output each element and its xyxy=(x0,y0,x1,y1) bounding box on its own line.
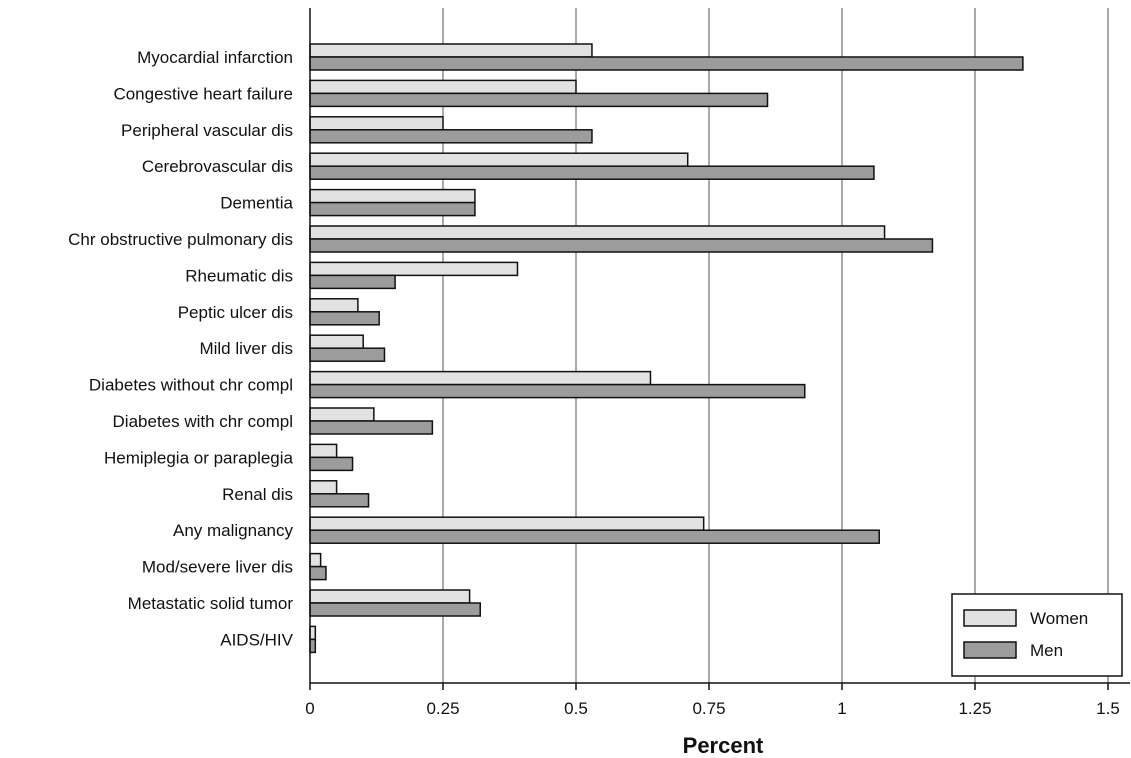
bar-men-8 xyxy=(309,347,386,362)
x-tick-label-4: 1 xyxy=(837,699,846,718)
bar-women-12 xyxy=(309,480,338,495)
category-label-2: Peripheral vascular dis xyxy=(121,121,293,140)
x-tick-label-3: 0.75 xyxy=(692,699,725,718)
tick-labels: 0 0.25 0.5 0.75 1 1.25 1.5 xyxy=(305,699,1120,718)
x-tick-label-0: 0 xyxy=(305,699,314,718)
bar-women-5 xyxy=(309,225,886,240)
category-labels: Myocardial infarction Congestive heart fa… xyxy=(68,48,294,649)
bar-women-9 xyxy=(309,370,652,386)
category-label-7: Peptic ulcer dis xyxy=(178,303,293,322)
bar-men-15 xyxy=(309,602,481,617)
x-tick-label-1: 0.25 xyxy=(426,699,459,718)
bar-women-1 xyxy=(309,79,577,95)
bar-women-11 xyxy=(309,443,338,459)
bar-women-6 xyxy=(309,261,519,277)
bar-women-10 xyxy=(309,407,375,422)
category-label-13: Any malignancy xyxy=(173,521,294,540)
category-label-0: Myocardial infarction xyxy=(137,48,293,67)
category-label-3: Cerebrovascular dis xyxy=(142,157,293,176)
category-label-1: Congestive heart failure xyxy=(113,84,293,103)
bar-men-1 xyxy=(309,92,769,108)
bar-women-3 xyxy=(309,152,689,167)
bars xyxy=(309,43,1024,654)
gridlines xyxy=(442,8,1109,683)
bar-men-0 xyxy=(309,56,1024,71)
bar-women-4 xyxy=(309,188,476,204)
category-label-11: Hemiplegia or paraplegia xyxy=(104,448,294,467)
category-label-9: Diabetes without chr compl xyxy=(89,376,293,395)
category-label-4: Dementia xyxy=(220,194,293,213)
bar-men-13 xyxy=(309,529,880,544)
x-axis-title: Percent xyxy=(683,733,764,758)
bar-men-12 xyxy=(309,493,370,508)
bar-women-2 xyxy=(309,116,444,131)
legend: Women Men xyxy=(951,593,1123,677)
bar-women-7 xyxy=(309,298,359,313)
category-label-12: Renal dis xyxy=(222,485,293,504)
bar-men-4 xyxy=(309,201,476,217)
bar-men-3 xyxy=(309,165,875,180)
bar-men-9 xyxy=(309,383,806,399)
bar-women-15 xyxy=(309,589,471,604)
bar-women-14 xyxy=(309,552,322,568)
bar-women-0 xyxy=(309,43,593,58)
category-label-14: Mod/severe liver dis xyxy=(142,558,293,577)
bar-men-2 xyxy=(309,129,593,144)
legend-label-men: Men xyxy=(1030,641,1063,660)
axes xyxy=(309,8,1130,690)
bar-women-13 xyxy=(309,516,705,531)
x-tick-label-2: 0.5 xyxy=(564,699,588,718)
category-label-15: Metastatic solid tumor xyxy=(128,594,294,613)
bar-men-10 xyxy=(309,420,434,435)
category-label-10: Diabetes with chr compl xyxy=(113,412,293,431)
legend-swatch-women xyxy=(963,609,1017,627)
legend-label-women: Women xyxy=(1030,609,1088,628)
bar-men-6 xyxy=(309,274,396,290)
category-label-16: AIDS/HIV xyxy=(220,630,293,649)
x-tick-label-5: 1.25 xyxy=(958,699,991,718)
bar-women-8 xyxy=(309,334,364,349)
category-label-8: Mild liver dis xyxy=(199,339,293,358)
x-tick-label-6: 1.5 xyxy=(1096,699,1120,718)
bar-men-11 xyxy=(309,456,354,472)
bar-women-16 xyxy=(309,625,317,641)
bar-men-16 xyxy=(309,638,317,654)
category-label-5: Chr obstructive pulmonary dis xyxy=(68,230,293,249)
legend-box xyxy=(951,593,1123,677)
legend-swatch-men xyxy=(963,641,1017,659)
bar-men-7 xyxy=(309,311,380,326)
bar-men-14 xyxy=(309,565,327,581)
bar-men-5 xyxy=(309,238,934,253)
category-label-6: Rheumatic dis xyxy=(185,266,293,285)
